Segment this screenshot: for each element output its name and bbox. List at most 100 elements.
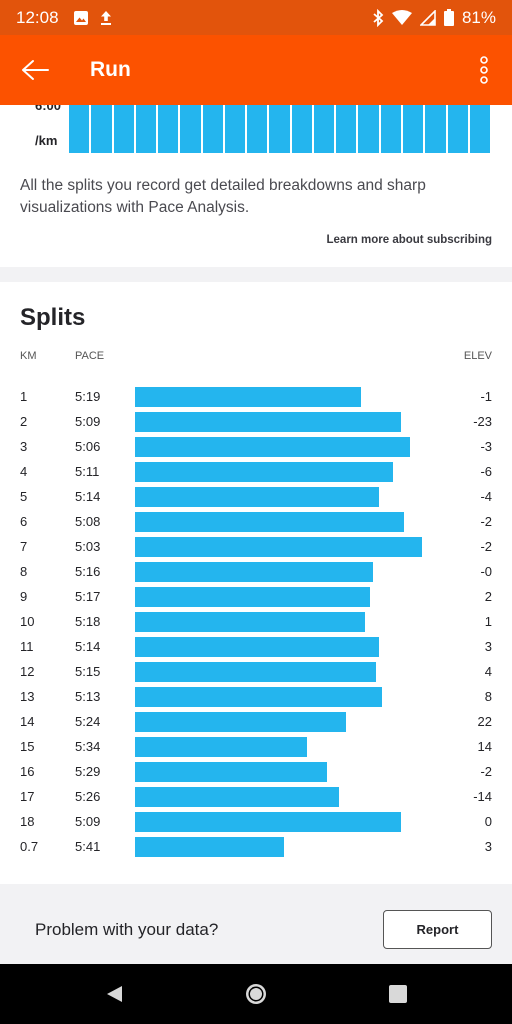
app-bar: Run [0,35,512,105]
pace-chart-column [247,105,268,153]
image-icon [73,10,89,26]
signal-icon [419,9,436,26]
pace-chart-column [69,105,90,153]
split-pace-bar [135,587,370,607]
split-pace: 5:26 [75,789,101,804]
split-pace-bar [135,637,379,657]
split-elev: 14 [477,739,492,754]
pace-y-tick: 6:00 [35,105,62,113]
pace-chart-column [336,105,357,153]
split-row: 8 5:16 -0 [0,560,512,584]
split-pace: 5:19 [75,389,101,404]
pace-chart-column [135,105,157,153]
system-nav-bar [0,964,512,1024]
split-elev: 4 [484,664,492,679]
pace-chart-column [380,105,401,153]
split-pace-bar [135,512,404,532]
report-button[interactable]: Report [383,910,492,949]
split-pace: 5:17 [75,589,101,604]
split-km: 10 [20,614,35,629]
split-pace: 5:08 [75,514,101,529]
split-elev: 0 [484,814,492,829]
split-pace: 5:09 [75,814,101,829]
split-km: 11 [20,639,34,654]
wifi-icon [391,9,412,26]
split-km: 13 [20,689,35,704]
pace-chart-column [469,105,491,153]
pace-chart-column [113,105,134,153]
nav-back-icon[interactable] [100,980,128,1008]
status-bar: 12:08 81% [0,0,512,35]
pace-chart-column [291,105,312,153]
split-km: 12 [20,664,35,679]
split-row: 12 5:15 4 [0,660,512,684]
split-km: 3 [20,439,28,454]
pace-chart-column [425,105,446,153]
split-elev: -1 [480,389,492,404]
split-row: 3 5:06 -3 [0,435,512,459]
split-pace-bar [135,712,346,732]
split-km: 9 [20,589,28,604]
split-elev: -3 [480,439,492,454]
header-km: KM [20,350,37,362]
split-elev: -14 [473,789,492,804]
split-pace: 5:11 [75,464,100,479]
split-row: 13 5:13 8 [0,685,512,709]
split-km: 2 [20,414,28,429]
problem-question: Problem with your data? [35,920,219,939]
split-pace: 5:29 [75,764,101,779]
pace-chart-column [402,105,424,153]
split-pace-bar [135,562,373,582]
split-elev: 3 [484,639,492,654]
split-km: 17 [20,789,35,804]
split-row: 9 5:17 2 [0,585,512,609]
split-pace-bar [135,737,307,757]
split-row: 10 5:18 1 [0,610,512,634]
page-title: Run [90,58,131,81]
splits-title: Splits [20,304,86,331]
more-vert-icon [480,56,488,84]
split-km: 7 [20,539,28,554]
split-row: 4 5:11 -6 [0,460,512,484]
split-elev: -4 [480,489,492,504]
split-pace-bar [135,487,379,507]
battery-icon [443,9,454,26]
pace-chart-column [358,105,379,153]
split-km: 4 [20,464,28,479]
split-km: 18 [20,814,35,829]
pace-chart-column [180,105,201,153]
bluetooth-icon [372,8,384,27]
battery-percent: 81% [461,7,496,27]
split-pace: 5:34 [75,739,101,754]
split-elev: -2 [480,764,492,779]
split-pace-bar [135,462,393,482]
back-button[interactable] [0,35,70,105]
split-pace-bar [135,687,382,707]
status-time: 12:08 [16,7,59,27]
split-pace-bar [135,812,401,832]
split-row: 2 5:09 -23 [0,410,512,434]
split-elev: -6 [480,464,492,479]
split-pace-bar [135,662,376,682]
pace-chart-column [224,105,246,153]
nav-home-icon[interactable] [242,980,270,1008]
more-options-button[interactable] [456,35,512,105]
split-elev: -2 [480,514,492,529]
split-row: 7 5:03 -2 [0,535,512,559]
back-arrow-icon [22,60,49,80]
split-km: 6 [20,514,28,529]
pace-chart-column [202,105,223,153]
split-pace: 5:14 [75,489,101,504]
split-row: 0.7 5:41 3 [0,835,512,859]
problem-section: Problem with your data? Report [0,884,512,964]
pace-chart-column [269,105,290,153]
nav-recents-icon[interactable] [384,980,412,1008]
split-elev: 8 [484,689,492,704]
learn-more-link[interactable]: Learn more about subscribing [326,234,493,246]
upload-icon [99,10,113,26]
pace-y-unit: /km [35,133,58,148]
split-pace-bar [135,537,422,557]
split-elev: -0 [480,564,492,579]
split-pace-bar [135,762,327,782]
split-row: 1 5:19 -1 [0,385,512,409]
